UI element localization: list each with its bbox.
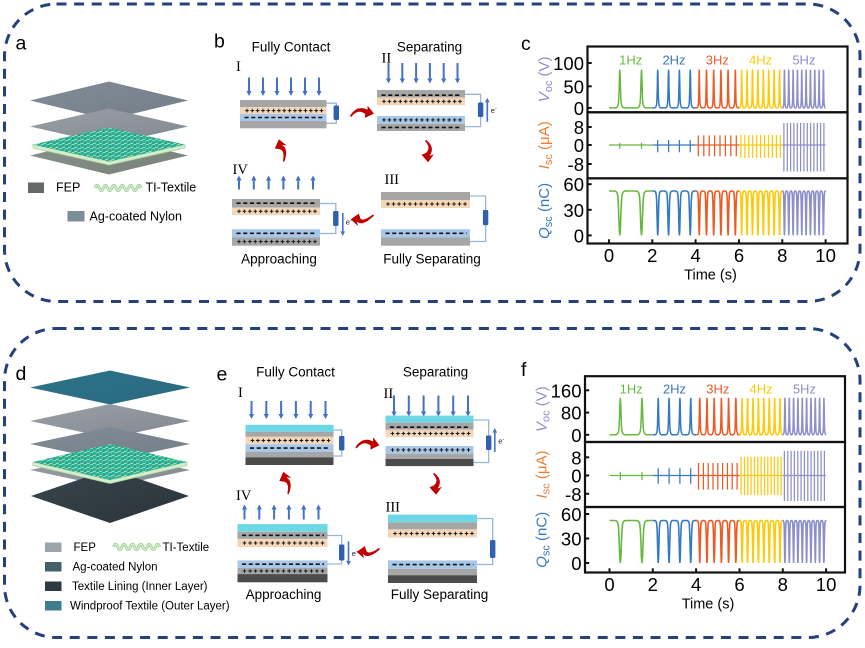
svg-text:Separating: Separating bbox=[403, 365, 468, 380]
svg-text:2: 2 bbox=[647, 245, 657, 266]
svg-text:30: 30 bbox=[563, 200, 584, 221]
svg-text:e-: e- bbox=[346, 218, 352, 227]
svg-text:3Hz: 3Hz bbox=[706, 382, 729, 397]
svg-text:-8: -8 bbox=[568, 154, 584, 175]
svg-text:I: I bbox=[238, 385, 243, 401]
svg-text:0: 0 bbox=[571, 425, 581, 446]
svg-text:2Hz: 2Hz bbox=[663, 382, 686, 397]
svg-text:III: III bbox=[386, 500, 401, 516]
svg-text:e-: e- bbox=[498, 437, 504, 446]
svg-text:IV: IV bbox=[236, 488, 252, 504]
svg-text:f: f bbox=[521, 359, 527, 381]
svg-text:FEP: FEP bbox=[74, 542, 97, 554]
svg-text:Isc (μA): Isc (μA) bbox=[536, 121, 555, 169]
svg-text:II: II bbox=[384, 386, 394, 402]
svg-text:Fully Separating: Fully Separating bbox=[383, 252, 481, 267]
svg-text:100: 100 bbox=[553, 53, 584, 74]
svg-text:0: 0 bbox=[574, 225, 584, 246]
svg-text:8: 8 bbox=[574, 117, 584, 138]
svg-text:-8: -8 bbox=[565, 484, 581, 505]
svg-text:4: 4 bbox=[691, 574, 701, 595]
svg-text:TI-Textile: TI-Textile bbox=[163, 542, 210, 554]
svg-text:TI-Textile: TI-Textile bbox=[146, 181, 197, 195]
svg-text:0: 0 bbox=[574, 135, 584, 156]
svg-text:Fully Contact: Fully Contact bbox=[252, 40, 331, 55]
svg-text:60: 60 bbox=[561, 504, 582, 525]
svg-text:0: 0 bbox=[571, 466, 581, 487]
svg-text:0: 0 bbox=[604, 574, 614, 595]
svg-text:FEP: FEP bbox=[56, 181, 80, 195]
svg-text:Textile Lining (Inner Layer): Textile Lining (Inner Layer) bbox=[72, 581, 208, 593]
svg-text:Qsc (nC): Qsc (nC) bbox=[536, 183, 555, 239]
svg-text:a: a bbox=[16, 33, 27, 55]
svg-text:IV: IV bbox=[233, 162, 249, 178]
svg-text:II: II bbox=[382, 51, 392, 67]
svg-text:6: 6 bbox=[734, 245, 744, 266]
svg-text:Separating: Separating bbox=[397, 40, 462, 55]
svg-text:Voc (V): Voc (V) bbox=[536, 56, 555, 102]
svg-text:Voc (V): Voc (V) bbox=[534, 386, 553, 432]
svg-text:2: 2 bbox=[648, 574, 658, 595]
svg-text:1Hz: 1Hz bbox=[619, 53, 642, 68]
svg-text:80: 80 bbox=[561, 403, 582, 424]
svg-text:Isc (μA): Isc (μA) bbox=[534, 451, 553, 499]
svg-text:1Hz: 1Hz bbox=[620, 382, 643, 397]
svg-text:6: 6 bbox=[734, 574, 744, 595]
svg-text:d: d bbox=[16, 363, 27, 385]
svg-text:Approaching: Approaching bbox=[246, 587, 322, 602]
svg-text:50: 50 bbox=[563, 76, 584, 97]
svg-text:e: e bbox=[217, 364, 228, 386]
svg-text:3Hz: 3Hz bbox=[706, 53, 729, 68]
svg-text:Time (s): Time (s) bbox=[684, 268, 737, 284]
svg-text:Time (s): Time (s) bbox=[682, 597, 735, 613]
svg-text:8: 8 bbox=[571, 447, 581, 468]
svg-text:c: c bbox=[521, 33, 531, 55]
svg-text:Ag-coated Nylon: Ag-coated Nylon bbox=[73, 562, 158, 574]
svg-text:10: 10 bbox=[815, 245, 836, 266]
svg-text:8: 8 bbox=[778, 574, 788, 595]
svg-text:e-: e- bbox=[491, 106, 497, 115]
svg-text:III: III bbox=[385, 172, 400, 188]
svg-text:10: 10 bbox=[816, 574, 837, 595]
svg-text:4Hz: 4Hz bbox=[750, 382, 773, 397]
svg-text:I: I bbox=[236, 59, 241, 75]
svg-text:Approaching: Approaching bbox=[241, 252, 317, 267]
svg-text:Fully Contact: Fully Contact bbox=[256, 365, 335, 380]
svg-text:60: 60 bbox=[563, 174, 584, 195]
svg-text:Fully Separating: Fully Separating bbox=[391, 587, 489, 602]
svg-text:Ag-coated Nylon: Ag-coated Nylon bbox=[90, 210, 182, 224]
svg-text:Qsc (nC): Qsc (nC) bbox=[534, 512, 553, 568]
svg-text:8: 8 bbox=[777, 245, 787, 266]
svg-text:4Hz: 4Hz bbox=[749, 53, 772, 68]
svg-text:2Hz: 2Hz bbox=[662, 53, 685, 68]
svg-text:5Hz: 5Hz bbox=[792, 53, 815, 68]
svg-text:0: 0 bbox=[604, 245, 614, 266]
svg-text:4: 4 bbox=[690, 245, 700, 266]
svg-text:0: 0 bbox=[574, 98, 584, 119]
svg-text:b: b bbox=[214, 31, 225, 53]
svg-text:160: 160 bbox=[551, 380, 582, 401]
svg-text:30: 30 bbox=[561, 529, 582, 550]
svg-text:0: 0 bbox=[571, 553, 581, 574]
svg-text:5Hz: 5Hz bbox=[793, 382, 816, 397]
svg-text:Windproof Textile (Outer Layer: Windproof Textile (Outer Layer) bbox=[70, 601, 230, 613]
